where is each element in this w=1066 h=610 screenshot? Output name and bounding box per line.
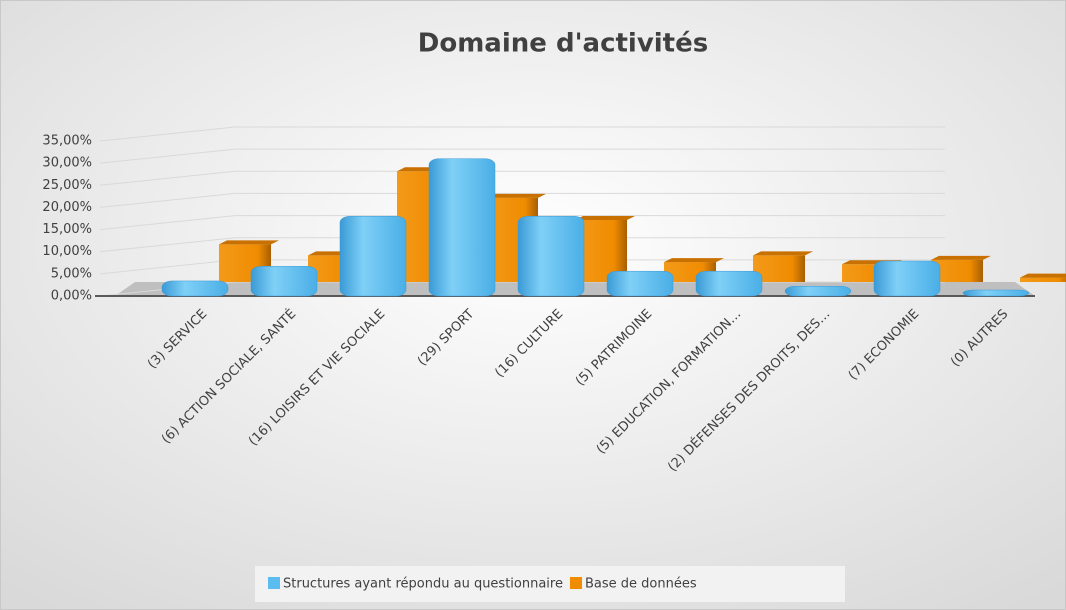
bar	[161, 280, 229, 297]
bar	[695, 270, 763, 297]
bar	[606, 270, 674, 297]
y-tick-label: 15,00%	[42, 222, 92, 237]
grid-line	[99, 148, 945, 164]
bar-top	[1020, 273, 1066, 278]
bar-top	[664, 258, 724, 263]
grid-line	[99, 126, 945, 142]
grid-line	[99, 237, 945, 253]
bar	[428, 158, 496, 297]
bar-top	[753, 251, 813, 256]
y-tick-label: 30,00%	[42, 156, 92, 171]
bar	[339, 216, 407, 297]
legend-box	[255, 566, 845, 602]
bar	[931, 259, 983, 282]
y-tick-label: 20,00%	[42, 200, 92, 215]
bar-top	[219, 240, 279, 245]
legend-swatch	[268, 577, 280, 589]
y-tick-label: 35,00%	[42, 134, 92, 149]
bar	[517, 216, 585, 297]
grid-line	[99, 192, 945, 208]
bar	[1020, 277, 1066, 282]
legend-label: Structures ayant répondu au questionnair…	[283, 577, 563, 592]
y-tick-label: 5,00%	[51, 266, 92, 281]
chart-title: Domaine d'activités	[418, 29, 708, 59]
bar-top	[486, 193, 546, 198]
y-tick-label: 10,00%	[42, 244, 92, 259]
bar-top	[575, 216, 635, 220]
grid-line	[99, 215, 945, 231]
y-tick-label: 25,00%	[42, 178, 92, 193]
y-tick-label: 0,00%	[51, 289, 92, 304]
bar	[962, 289, 1030, 297]
bar	[784, 286, 852, 297]
legend-swatch	[570, 577, 582, 589]
legend-label: Base de données	[585, 577, 697, 592]
grid-line	[99, 170, 945, 186]
bar	[873, 260, 941, 297]
bar-top	[931, 255, 991, 260]
bar	[250, 266, 318, 297]
